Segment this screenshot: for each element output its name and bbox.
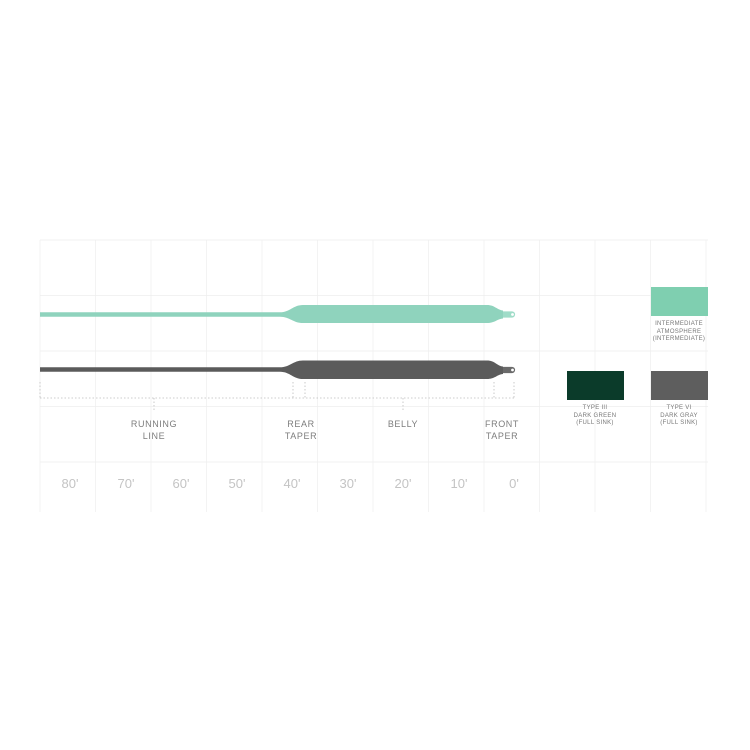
intermediate-line-body	[40, 305, 503, 323]
section-label-line: REAR	[287, 419, 315, 429]
length-tick: 80'	[61, 476, 79, 491]
length-tick: 50'	[228, 476, 246, 491]
intermediate-loop-eye	[511, 313, 514, 316]
section-dividers	[39, 382, 515, 410]
swatch-caption-line: DARK GRAY	[660, 412, 698, 419]
swatch-type-iii	[567, 371, 624, 400]
section-label-running-line: RUNNING LINE	[123, 418, 185, 442]
swatch-caption-type-iii: TYPE III DARK GREEN (FULL SINK)	[550, 405, 640, 428]
section-label-belly: BELLY	[381, 418, 425, 430]
length-tick: 0'	[509, 476, 519, 491]
swatch-caption-line: (FULL SINK)	[576, 420, 614, 426]
swatch-caption-line: TYPE III	[582, 405, 608, 411]
section-label-rear-taper: REAR TAPER	[279, 418, 323, 442]
length-tick: 10'	[450, 476, 468, 491]
section-label-line: RUNNING	[130, 419, 178, 429]
section-label-front-taper: FRONT TAPER	[480, 418, 524, 442]
sinking-line-body	[40, 360, 503, 379]
length-tick: 60'	[172, 476, 190, 491]
swatch-color-type-vi	[651, 371, 708, 400]
swatch-caption-line: (FULL SINK)	[660, 420, 698, 426]
section-label-line: TAPER	[485, 431, 519, 441]
swatch-caption-line: (INTERMEDIATE)	[652, 336, 706, 342]
section-label-line: FRONT	[485, 419, 519, 429]
sinking-fly-line	[40, 360, 516, 379]
swatch-color-type-iii	[567, 371, 624, 400]
length-tick: 70'	[117, 476, 135, 491]
section-label-line: LINE	[142, 431, 166, 441]
sinking-loop-eye	[511, 368, 514, 372]
section-label-line: TAPER	[284, 431, 318, 441]
swatch-color-intermediate	[651, 287, 708, 316]
intermediate-line-loop	[503, 311, 516, 318]
swatch-caption-line: TYPE VI	[666, 405, 692, 411]
swatch-intermediate	[651, 287, 708, 316]
sinking-line-loop	[503, 366, 516, 374]
length-tick: 30'	[339, 476, 357, 491]
swatch-caption-line: DARK GREEN	[573, 412, 617, 419]
length-tick: 20'	[394, 476, 412, 491]
swatch-type-vi	[651, 371, 708, 400]
length-tick: 40'	[283, 476, 301, 491]
intermediate-fly-line	[40, 305, 516, 323]
swatch-caption-type-vi: TYPE VI DARK GRAY (FULL SINK)	[634, 405, 724, 428]
swatch-caption-line: INTERMEDIATE	[655, 321, 703, 327]
swatch-caption-intermediate: INTERMEDIATE ATMOSPHERE (INTERMEDIATE)	[634, 321, 724, 344]
section-label-line: BELLY	[387, 419, 419, 429]
swatch-caption-line: ATMOSPHERE	[656, 328, 702, 335]
